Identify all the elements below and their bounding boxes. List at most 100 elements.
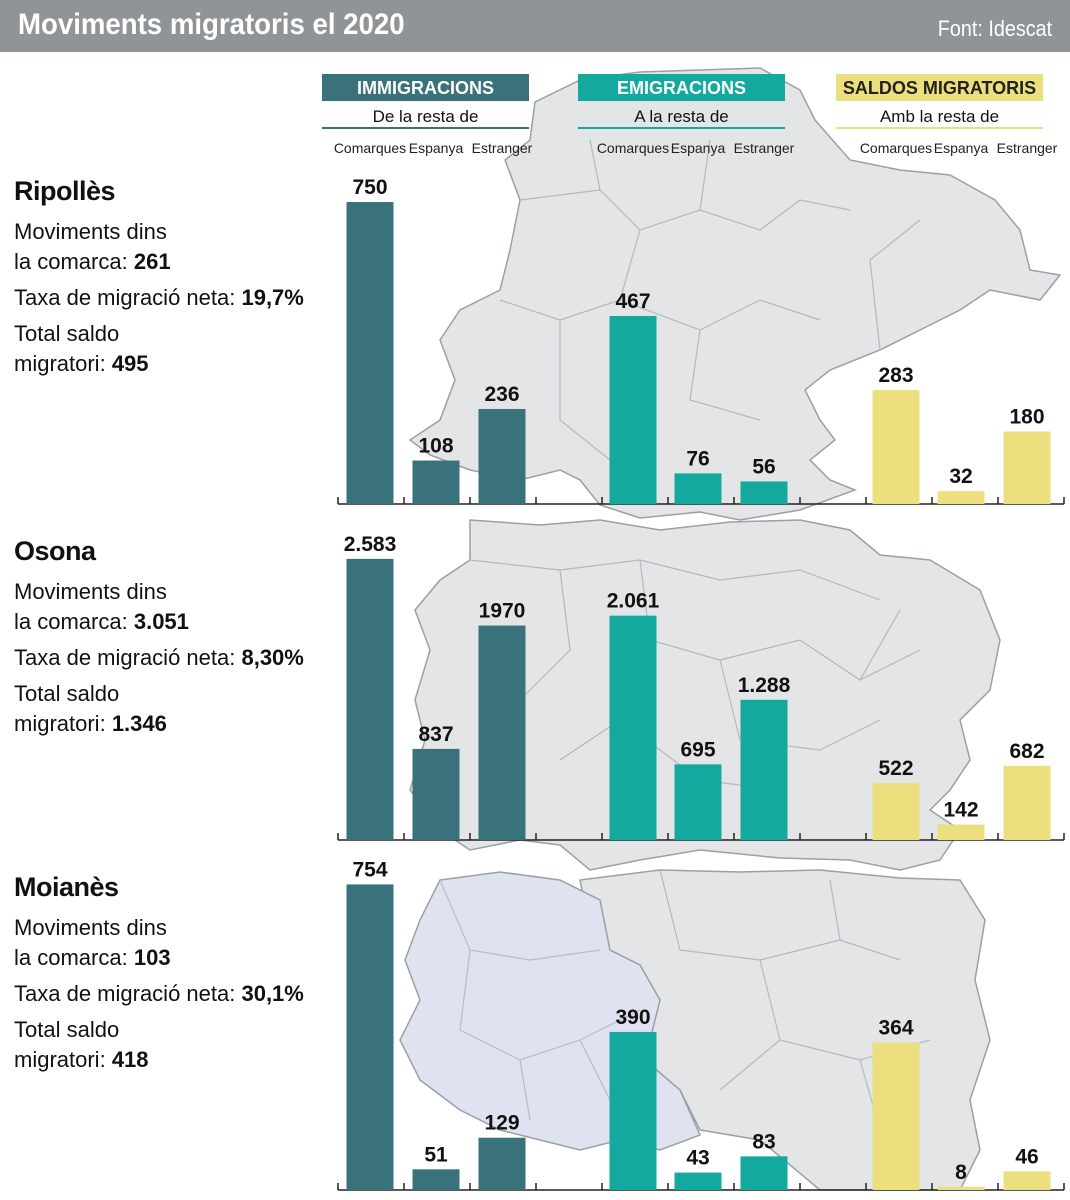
taxa-label: Taxa de migració neta: <box>14 981 236 1006</box>
moviments-label-2: la comarca: <box>14 249 128 274</box>
bar-value-label: 467 <box>615 290 650 313</box>
group-header-2: SALDOS MIGRATORIS Amb la resta de Comarque… <box>836 74 1058 156</box>
bar <box>674 473 722 504</box>
group-header-label: EMIGRACIONS <box>617 78 746 98</box>
map-ripolles-borders <box>499 139 921 461</box>
category-label: Comarques <box>334 140 406 156</box>
bar-value-label: 695 <box>680 738 715 761</box>
bar-value-label: 108 <box>418 435 453 458</box>
moviments-value: 261 <box>133 249 171 274</box>
bar-value-label: 142 <box>943 799 978 822</box>
header-bar: Moviments migratoris el 2020 Font: Idesc… <box>0 0 1070 52</box>
group-header-1: EMIGRACIONS A la resta de Comarques Espanya… <box>578 74 795 156</box>
bar-value-label: 754 <box>352 858 387 881</box>
bar-value-label: 390 <box>615 1006 650 1029</box>
category-label: Estranger <box>734 140 795 156</box>
bar <box>346 884 394 1190</box>
moviments-label: Moviments dins <box>14 219 167 244</box>
category-label: Espanya <box>671 140 726 156</box>
bar-value-label: 8 <box>955 1161 967 1184</box>
group-header-box <box>322 74 529 101</box>
bar <box>412 1169 460 1190</box>
moviments-label: Moviments dins <box>14 915 167 940</box>
bar-value-label: 180 <box>1009 406 1044 429</box>
map-lower-borders <box>659 869 931 1131</box>
bar <box>872 390 920 504</box>
bar <box>937 1186 985 1190</box>
bar-value-label: 32 <box>949 465 972 488</box>
bar-value-label: 2.061 <box>607 590 660 613</box>
bar <box>1003 431 1051 504</box>
category-label: Espanya <box>934 140 989 156</box>
bar-value-label: 46 <box>1015 1145 1038 1168</box>
bar <box>740 1156 788 1190</box>
bar <box>346 202 394 505</box>
bar <box>740 481 788 504</box>
saldo-label-2: migratori: <box>14 1047 106 1072</box>
map-moianes-borders <box>439 879 641 1121</box>
region-name: Ripollès <box>14 176 116 206</box>
bar <box>346 558 394 840</box>
bar-chart-2: 754 51 129 390 43 83 364 8 46 <box>337 858 1065 1191</box>
group-header-0: IMMIGRACIONS De la resta de Comarques Espan… <box>322 74 533 156</box>
bar <box>872 1042 920 1190</box>
category-label: Comarques <box>597 140 669 156</box>
taxa-label: Taxa de migració neta: <box>14 645 236 670</box>
saldo-label: Total saldo <box>14 321 120 346</box>
saldo-value: 1.346 <box>111 711 167 736</box>
bar <box>609 1031 657 1190</box>
bar <box>478 408 526 504</box>
category-label: Espanya <box>409 140 464 156</box>
saldo-value: 418 <box>111 1047 149 1072</box>
taxa-value: 19,7% <box>241 285 304 310</box>
taxa-label: Taxa de migració neta: <box>14 285 236 310</box>
group-sublabel: De la resta de <box>373 107 479 126</box>
category-label: Estranger <box>997 140 1058 156</box>
bar-value-label: 43 <box>686 1147 709 1170</box>
group-header-label: SALDOS MIGRATORIS <box>843 78 1036 98</box>
bar-value-label: 51 <box>424 1143 448 1166</box>
bar <box>609 315 657 504</box>
bar <box>674 1172 722 1190</box>
bar-value-label: 750 <box>352 176 387 199</box>
bar <box>609 615 657 840</box>
moviments-label-2: la comarca: <box>14 945 128 970</box>
region-name: Osona <box>14 536 96 566</box>
bar <box>478 625 526 840</box>
taxa-value: 30,1% <box>241 981 304 1006</box>
saldo-value: 495 <box>111 351 149 376</box>
bar-value-label: 522 <box>878 757 913 780</box>
group-sublabel: A la resta de <box>634 107 729 126</box>
category-label: Comarques <box>860 140 932 156</box>
saldo-label-2: migratori: <box>14 711 106 736</box>
taxa-value: 8,30% <box>241 645 304 670</box>
bar <box>872 783 920 840</box>
bar-value-label: 682 <box>1009 740 1044 763</box>
bar <box>1003 765 1051 840</box>
bar-value-label: 236 <box>484 383 519 406</box>
bar-value-label: 1.288 <box>738 674 791 697</box>
bar <box>674 764 722 840</box>
group-sublabel: Amb la resta de <box>880 107 999 126</box>
moviments-label: Moviments dins <box>14 579 167 604</box>
bar-value-label: 837 <box>418 723 453 746</box>
bar <box>412 460 460 504</box>
saldo-label: Total saldo <box>14 1017 120 1042</box>
region-info-ripolles: Ripollès Moviments dins la comarca: 261 … <box>14 176 304 379</box>
saldo-label-2: migratori: <box>14 351 106 376</box>
bar <box>478 1137 526 1190</box>
bar-value-label: 364 <box>878 1016 913 1039</box>
bar <box>937 491 985 504</box>
group-header-box <box>836 74 1043 101</box>
bar-value-label: 129 <box>484 1112 519 1135</box>
bar-value-label: 1970 <box>479 600 526 623</box>
bar-value-label: 56 <box>752 455 775 478</box>
source-note: Font: Idescat <box>937 16 1052 41</box>
moviments-value: 103 <box>133 945 171 970</box>
bar-chart-1: 2.583 837 1970 2.061 695 1.288 522 142 682 <box>337 533 1065 841</box>
region-info-osona: Osona Moviments dins la comarca: 3.051 T… <box>14 536 304 739</box>
region-name: Moianès <box>14 872 119 902</box>
moviments-value: 3.051 <box>133 609 189 634</box>
moviments-label-2: la comarca: <box>14 609 128 634</box>
